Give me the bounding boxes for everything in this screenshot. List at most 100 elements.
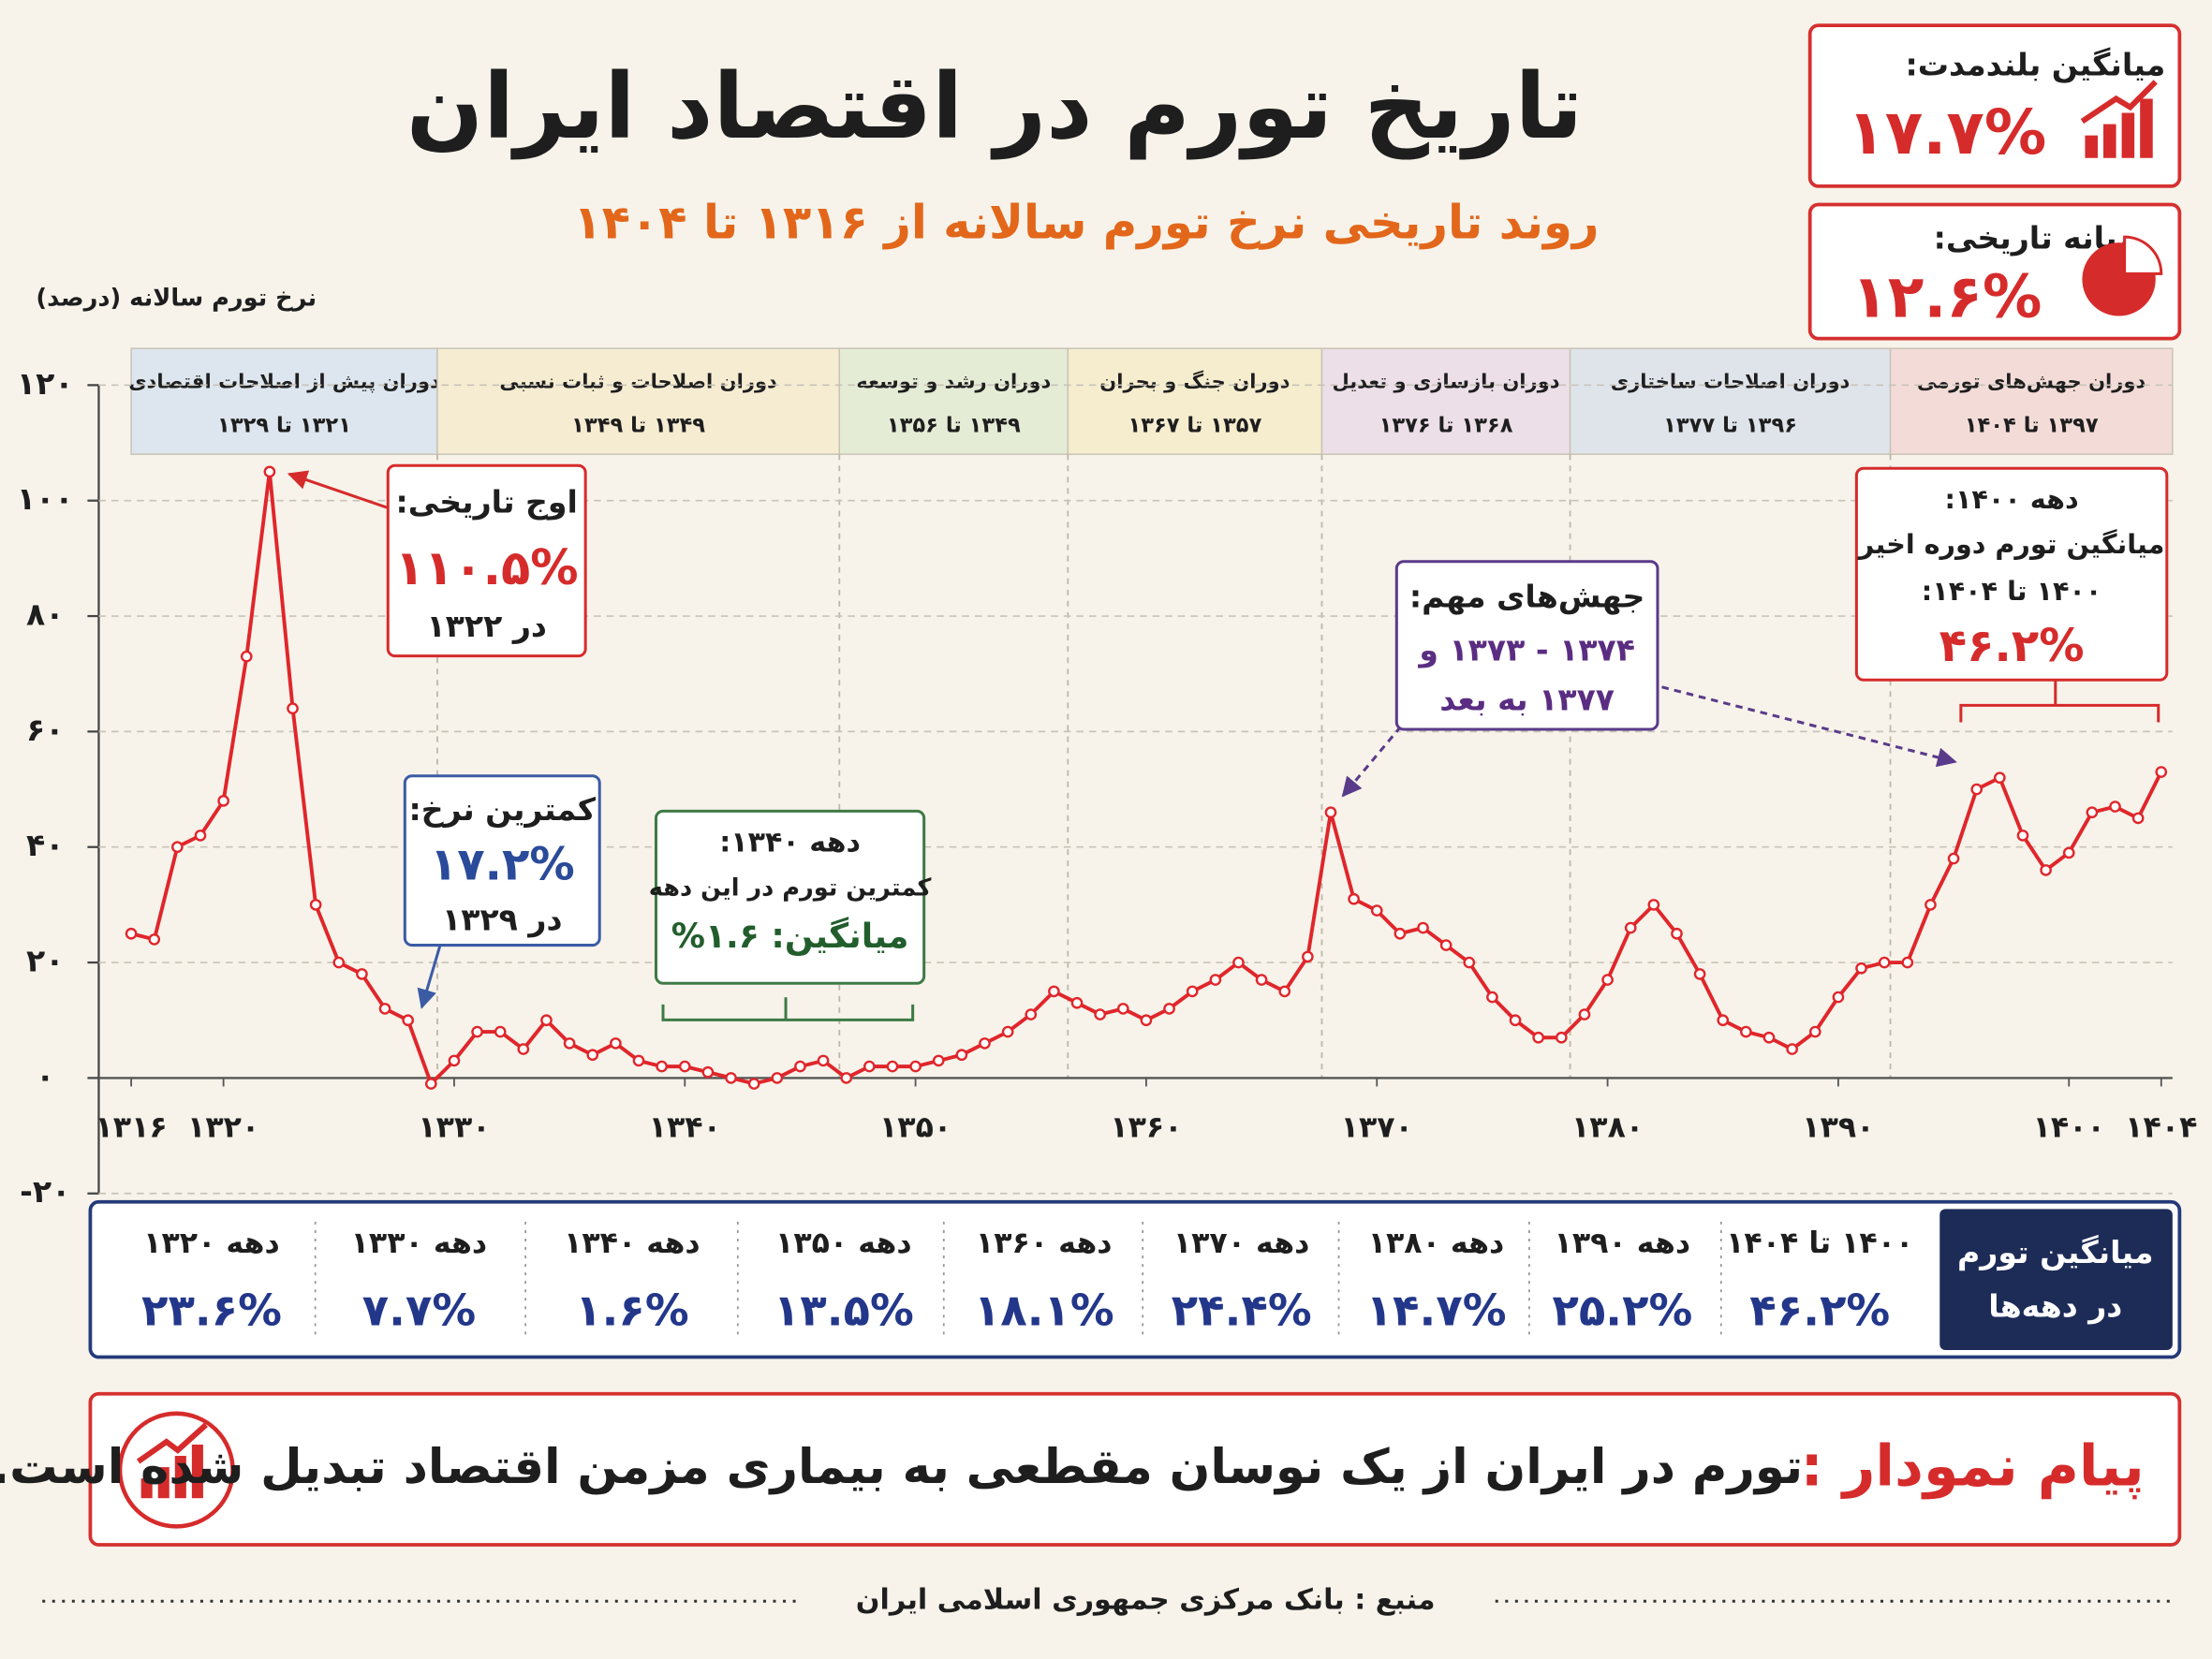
data-point	[378, 1003, 391, 1015]
era-name: دوران رشد و توسعه	[856, 369, 1051, 392]
stat-box	[1807, 202, 2182, 341]
data-point	[1163, 1003, 1175, 1015]
data-point	[771, 1072, 784, 1084]
decade-value: ۴۶.۲%	[1749, 1285, 1890, 1336]
decade-table	[88, 1199, 2182, 1359]
data-point	[1186, 985, 1199, 998]
decade-heading-box	[1939, 1209, 2173, 1351]
era-range: ۱۳۴۹ تا ۱۳۵۶	[887, 414, 1021, 438]
data-point	[909, 1060, 922, 1073]
message-text: تورم در ایران از یک نوسان مقطعی به بیمار…	[0, 1439, 1803, 1495]
annotation-box	[386, 463, 587, 658]
x-tick-label: ۱۳۱۶	[95, 1110, 167, 1144]
data-point	[287, 702, 299, 715]
decade-heading: در دهه‌ها	[1988, 1287, 2122, 1324]
decade-value: ۱.۶%	[575, 1285, 688, 1336]
decade-value: ۱۸.۱%	[974, 1285, 1114, 1336]
decade-label: ۱۴۰۰ تا ۱۴۰۴	[1726, 1226, 1913, 1260]
stat-label: میانگین بلندمدت:	[1906, 46, 2166, 83]
data-point	[2040, 864, 2052, 876]
data-point	[2131, 812, 2145, 825]
data-point	[148, 933, 161, 946]
decade-value: ۲۴.۴%	[1172, 1285, 1312, 1336]
data-point	[1048, 985, 1060, 998]
data-point	[1601, 974, 1614, 986]
data-point	[1486, 991, 1498, 1004]
decade-value: ۲۵.۲%	[1552, 1285, 1692, 1336]
data-point	[171, 841, 184, 854]
data-point	[1370, 904, 1383, 917]
data-point	[1278, 985, 1291, 998]
y-tick-label: ۰	[36, 1058, 54, 1094]
x-tick-label: ۱۳۲۰	[187, 1110, 259, 1144]
annotation-box	[1854, 466, 2169, 682]
title: تاریخ تورم در اقتصاد ایران	[406, 54, 1583, 160]
data-point	[1578, 1008, 1591, 1020]
x-tick-label: ۱۴۰۰	[2033, 1110, 2105, 1144]
data-point	[1070, 996, 1084, 1009]
data-point	[1025, 1008, 1038, 1020]
data-point	[1947, 852, 1960, 865]
data-point	[1878, 956, 1891, 969]
y-tick-label: ۸۰	[26, 596, 64, 633]
x-tick-label: ۱۳۳۰	[418, 1110, 490, 1144]
x-tick-label: ۱۳۷۰	[1341, 1110, 1413, 1144]
annotation-text: ۱۱۰.۵%	[395, 540, 579, 596]
data-point	[610, 1037, 622, 1050]
data-point	[540, 1014, 553, 1027]
era-name: دوران جنگ و بحران	[1099, 369, 1290, 392]
data-point	[1555, 1031, 1568, 1044]
chart: دوران پیش از اصلاحات اقتصادی ۱۳۲۱ تا ۱۳۲۹…	[17, 347, 2197, 1210]
data-point	[1509, 1014, 1522, 1027]
era-range: ۱۳۲۱ تا ۱۳۲۹	[217, 414, 351, 438]
era-name: دوران اصلاحات ساختاری	[1611, 369, 1851, 392]
era-band	[1889, 347, 2174, 455]
y-tick-label: ۴۰	[26, 827, 64, 863]
data-point	[701, 1065, 715, 1079]
data-point	[217, 795, 229, 807]
bracket	[661, 997, 915, 1021]
data-point	[678, 1060, 691, 1073]
data-point	[1324, 806, 1337, 819]
era-band	[1067, 347, 1323, 455]
data-point	[2155, 766, 2168, 778]
data-point	[563, 1037, 576, 1050]
data-point	[1740, 1025, 1752, 1038]
data-point	[955, 1049, 968, 1062]
decade-label: دهه ۱۳۴۰	[564, 1226, 700, 1260]
data-point	[194, 830, 207, 842]
data-point	[2109, 800, 2121, 813]
data-point	[1209, 974, 1222, 986]
decade-label: دهه ۱۳۶۰	[976, 1226, 1113, 1260]
decade-label: دهه ۱۳۵۰	[775, 1226, 912, 1260]
data-point	[1808, 1025, 1821, 1038]
era-name: دوران اصلاحات و ثبات نسبی	[499, 369, 777, 392]
message-icon	[117, 1411, 235, 1529]
arrow	[417, 945, 442, 1009]
data-point	[517, 1043, 530, 1055]
arrow	[287, 470, 389, 509]
y-tick-label: ۱۲۰	[17, 365, 74, 402]
data-point	[1394, 927, 1407, 940]
annotation-text: کمترین تورم در این دهه	[649, 874, 932, 902]
annotation-text: ۴۶.۲%	[1939, 620, 2085, 672]
data-point	[1994, 771, 2006, 785]
data-point	[1786, 1043, 1798, 1055]
data-point	[471, 1025, 483, 1038]
data-point	[1140, 1014, 1153, 1027]
data-point	[794, 1060, 806, 1073]
y-axis-label: نرخ تورم سالانه (درصد)	[36, 284, 317, 312]
annotation-box	[654, 809, 926, 985]
data-point	[402, 1014, 415, 1027]
annotation-text: میانگین تورم دوره اخیر	[1857, 528, 2165, 560]
data-point	[424, 1078, 437, 1090]
era-range: ۱۳۶۸ تا ۱۳۷۶	[1379, 414, 1513, 438]
data-point	[356, 968, 368, 980]
y-tick-label: ۶۰	[26, 712, 64, 748]
data-point	[1463, 956, 1476, 969]
data-point	[1302, 950, 1314, 963]
data-point	[1855, 962, 1867, 975]
stat-value: ۱۲.۶%	[1851, 262, 2042, 331]
